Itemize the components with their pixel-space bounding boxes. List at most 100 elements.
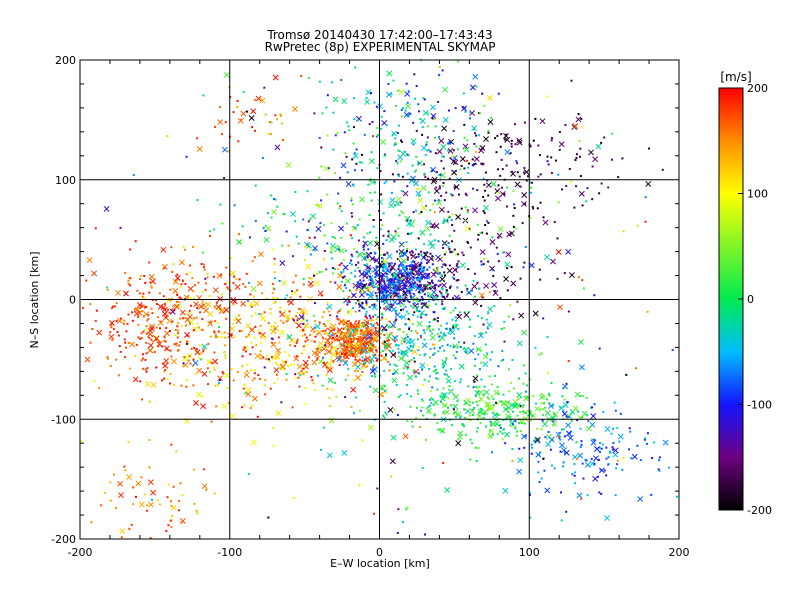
scatter-point bbox=[333, 338, 336, 341]
scatter-point bbox=[529, 181, 532, 184]
scatter-point bbox=[132, 503, 135, 506]
scatter-point bbox=[148, 261, 151, 264]
colorbar-tick-label: -100 bbox=[747, 399, 772, 412]
scatter-point bbox=[233, 275, 236, 278]
scatter-point-x bbox=[147, 479, 154, 486]
scatter-point bbox=[397, 89, 400, 92]
scatter-point-x bbox=[472, 73, 479, 80]
scatter-point-x bbox=[505, 251, 512, 258]
scatter-point bbox=[202, 350, 205, 353]
scatter-point bbox=[421, 367, 424, 370]
scatter-point-x bbox=[253, 300, 260, 307]
scatter-point bbox=[455, 253, 458, 256]
scatter-point-x bbox=[251, 395, 258, 402]
scatter-point-x bbox=[359, 196, 365, 203]
scatter-point bbox=[400, 210, 403, 213]
scatter-point-x bbox=[223, 306, 230, 313]
scatter-point bbox=[204, 288, 207, 291]
scatter-point-x bbox=[479, 145, 486, 151]
scatter-point bbox=[405, 310, 408, 313]
scatter-point bbox=[126, 322, 129, 325]
scatter-point bbox=[202, 291, 205, 294]
scatter-point bbox=[192, 290, 195, 293]
scatter-point bbox=[343, 349, 346, 352]
scatter-point-x bbox=[346, 309, 353, 315]
scatter-point-x bbox=[558, 405, 565, 412]
scatter-point-x bbox=[490, 421, 497, 428]
scatter-point bbox=[527, 414, 530, 417]
scatter-point bbox=[349, 323, 352, 326]
scatter-point-x bbox=[150, 381, 157, 388]
scatter-point bbox=[259, 354, 261, 357]
scatter-point bbox=[145, 306, 148, 308]
scatter-point bbox=[184, 283, 187, 285]
scatter-point bbox=[423, 276, 426, 278]
scatter-point bbox=[475, 150, 477, 153]
scatter-point bbox=[185, 273, 188, 276]
scatter-point bbox=[509, 304, 512, 307]
scatter-point bbox=[497, 392, 500, 395]
scatter-point bbox=[558, 131, 561, 133]
scatter-point bbox=[518, 175, 521, 178]
scatter-point bbox=[441, 307, 444, 310]
scatter-point bbox=[146, 367, 149, 370]
scatter-point bbox=[420, 306, 423, 309]
scatter-point bbox=[438, 135, 440, 138]
scatter-point-x bbox=[249, 327, 256, 333]
scatter-point bbox=[609, 450, 611, 453]
scatter-point bbox=[190, 304, 192, 307]
scatter-point-x bbox=[359, 288, 366, 295]
scatter-point bbox=[296, 289, 299, 292]
scatter-point bbox=[312, 331, 315, 334]
scatter-point bbox=[200, 358, 203, 361]
scatter-point bbox=[410, 329, 413, 332]
scatter-point bbox=[260, 315, 262, 318]
scatter-point bbox=[359, 332, 362, 335]
scatter-point bbox=[423, 163, 426, 166]
scatter-point bbox=[244, 392, 247, 395]
scatter-point-x bbox=[200, 403, 207, 410]
scatter-point-x bbox=[230, 270, 236, 277]
scatter-point bbox=[449, 311, 452, 314]
scatter-point-x bbox=[296, 363, 303, 370]
scatter-point bbox=[514, 426, 517, 428]
scatter-point bbox=[394, 288, 397, 291]
scatter-point bbox=[341, 347, 344, 350]
scatter-point bbox=[377, 323, 379, 326]
scatter-point bbox=[213, 330, 216, 333]
scatter-point bbox=[548, 392, 550, 395]
scatter-point bbox=[607, 456, 610, 459]
scatter-point bbox=[349, 234, 352, 237]
scatter-point bbox=[143, 297, 146, 300]
scatter-point bbox=[516, 300, 519, 303]
scatter-point bbox=[274, 301, 277, 304]
scatter-point-x bbox=[136, 302, 143, 308]
scatter-point bbox=[393, 262, 396, 265]
scatter-point bbox=[401, 357, 404, 360]
scatter-point bbox=[189, 297, 192, 300]
scatter-point bbox=[345, 348, 348, 351]
scatter-point bbox=[259, 324, 262, 327]
scatter-point bbox=[368, 351, 371, 353]
scatter-point bbox=[438, 187, 441, 190]
scatter-point bbox=[384, 346, 386, 349]
scatter-point bbox=[386, 277, 389, 280]
scatter-point bbox=[334, 237, 336, 239]
scatter-point bbox=[451, 224, 454, 226]
scatter-point bbox=[379, 272, 382, 275]
scatter-point bbox=[607, 463, 610, 466]
scatter-point bbox=[302, 316, 305, 318]
scatter-point-x bbox=[438, 137, 445, 144]
scatter-point bbox=[600, 447, 603, 450]
scatter-point bbox=[392, 349, 395, 352]
scatter-point-x bbox=[572, 123, 579, 130]
scatter-point bbox=[372, 315, 375, 318]
scatter-point bbox=[432, 370, 435, 373]
scatter-point bbox=[492, 269, 495, 272]
scatter-point bbox=[155, 366, 158, 369]
scatter-point bbox=[412, 143, 415, 146]
scatter-point bbox=[444, 264, 447, 267]
scatter-point bbox=[366, 317, 368, 320]
scatter-point-x bbox=[441, 125, 448, 132]
scatter-point bbox=[361, 370, 364, 373]
